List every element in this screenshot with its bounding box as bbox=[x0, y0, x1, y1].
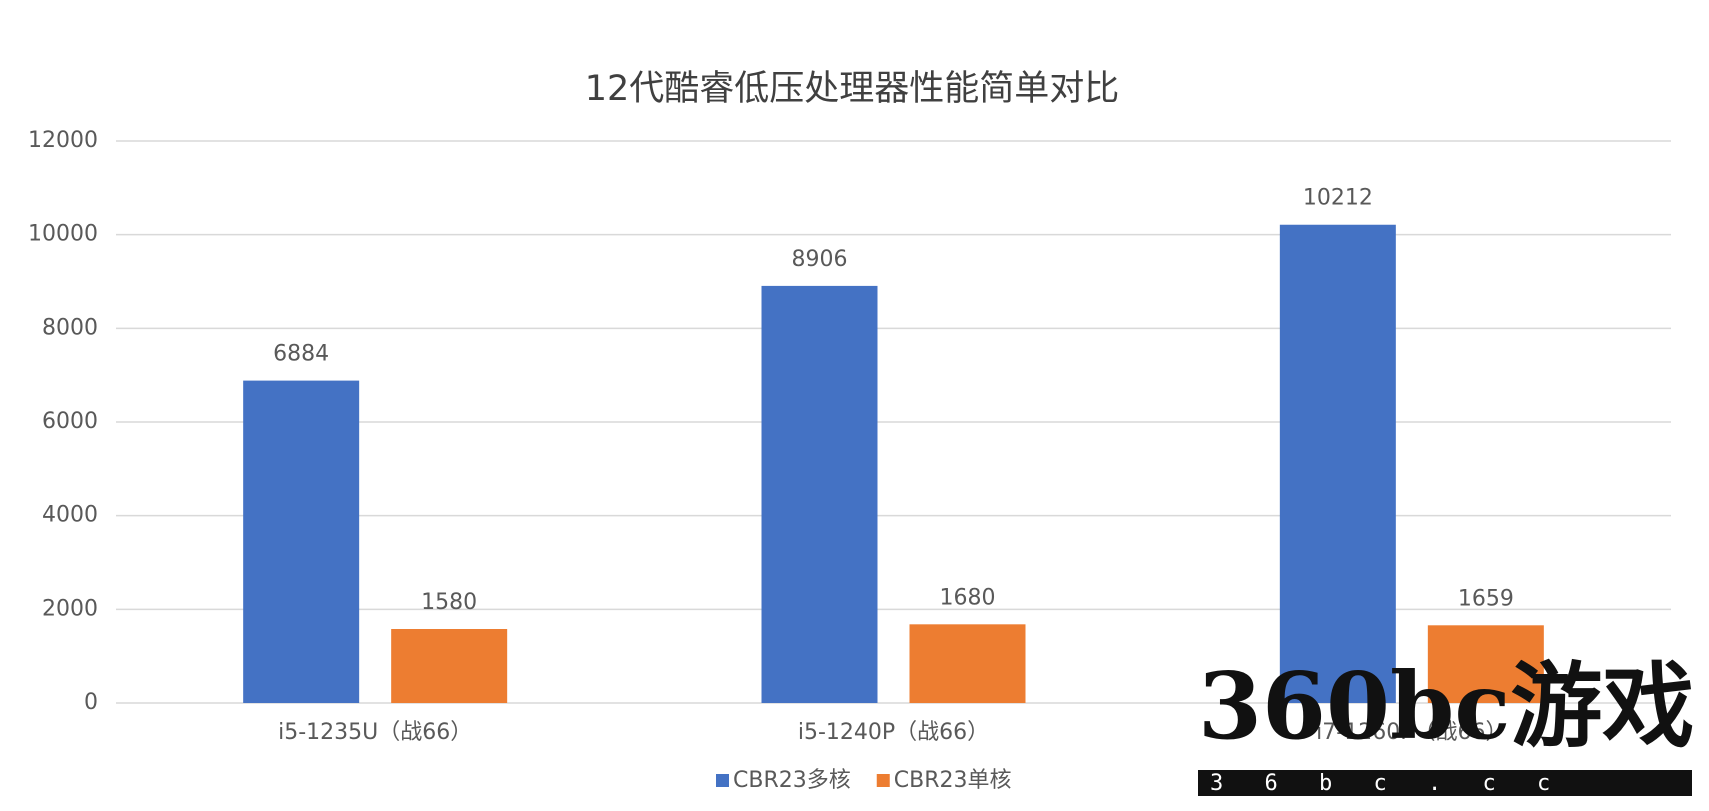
bar bbox=[391, 629, 508, 703]
legend-swatch bbox=[876, 774, 890, 787]
y-tick-label: 8000 bbox=[42, 315, 98, 340]
bar bbox=[761, 285, 878, 703]
y-tick-label: 12000 bbox=[28, 128, 98, 153]
y-tick-label: 6000 bbox=[42, 409, 98, 434]
data-label: 1659 bbox=[1458, 586, 1514, 611]
legend-label: CBR23多核 bbox=[733, 768, 851, 793]
data-label: 1680 bbox=[940, 585, 996, 610]
x-tick-label: i5-1240P（战66） bbox=[798, 720, 989, 745]
bar bbox=[1279, 224, 1396, 703]
legend-label: CBR23单核 bbox=[894, 768, 1012, 793]
x-tick-label: i7-1260P（战66） bbox=[1316, 720, 1507, 745]
y-tick-label: 4000 bbox=[42, 503, 98, 528]
y-tick-label: 2000 bbox=[42, 596, 98, 621]
legend-swatch bbox=[716, 774, 729, 787]
y-tick-label: 0 bbox=[84, 690, 98, 715]
data-label: 6884 bbox=[273, 342, 329, 367]
chart-title: 12代酷睿低压处理器性能简单对比 bbox=[585, 69, 1120, 109]
x-tick-label: i5-1235U（战66） bbox=[278, 720, 472, 745]
data-label: 1580 bbox=[421, 590, 477, 615]
watermark-bar bbox=[1198, 770, 1692, 796]
watermark-logo: 360bc游戏 bbox=[1198, 652, 1694, 760]
bar bbox=[909, 624, 1026, 703]
watermark-site: 3 6 b c . c c bbox=[1210, 771, 1564, 796]
data-label: 10212 bbox=[1303, 186, 1373, 211]
bar bbox=[1427, 625, 1544, 703]
data-label: 8906 bbox=[792, 247, 848, 272]
y-tick-label: 10000 bbox=[28, 222, 98, 247]
bar bbox=[243, 380, 360, 703]
